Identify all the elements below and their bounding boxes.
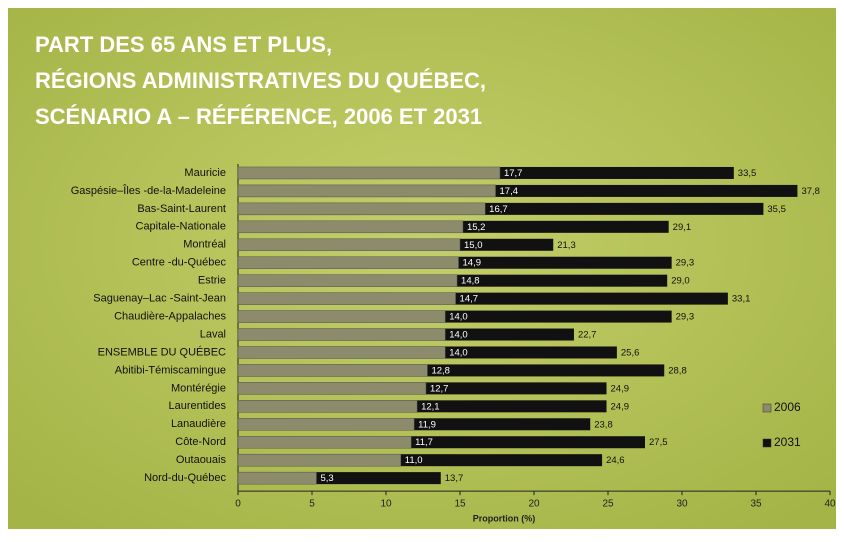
- value-label: 15,2: [467, 222, 486, 233]
- x-tick-label: 35: [750, 499, 762, 510]
- value-label: 17,7: [504, 168, 522, 179]
- y-tick-label: Saguenay–Lac -Saint-Jean: [93, 293, 226, 305]
- legend-label: 2006: [774, 400, 801, 414]
- y-tick-label: Laval: [200, 328, 226, 340]
- y-tick-label: Estrie: [198, 275, 226, 287]
- bar: [237, 435, 412, 449]
- value-label: 25,6: [621, 347, 640, 358]
- x-axis-label: Proportion (%): [473, 513, 536, 523]
- bar: [237, 418, 415, 431]
- value-label: 14,0: [449, 330, 468, 341]
- y-tick-label: Outaouais: [176, 454, 227, 466]
- value-label: 33,1: [732, 294, 751, 305]
- value-label: 14,0: [449, 347, 468, 358]
- value-label: 21,3: [557, 240, 576, 251]
- value-label: 33,5: [738, 168, 757, 179]
- bar: [237, 364, 428, 377]
- x-tick-label: 0: [235, 499, 241, 510]
- bar: [237, 184, 496, 198]
- bar: [237, 328, 446, 341]
- y-tick-label: Nord-du-Québec: [144, 472, 226, 484]
- bar: [237, 292, 456, 305]
- bar: [237, 220, 464, 234]
- x-tick-label: 15: [454, 499, 466, 510]
- x-tick-label: 20: [528, 499, 540, 510]
- value-label: 14,9: [463, 258, 482, 269]
- value-label: 22,7: [578, 330, 597, 341]
- y-tick-label: Centre -du-Québec: [132, 257, 227, 269]
- y-tick-label: Montréal: [183, 239, 226, 251]
- y-tick-label: Abitibi-Témiscamingue: [115, 364, 226, 376]
- bar: [237, 400, 418, 413]
- value-label: 24,9: [611, 383, 630, 394]
- value-label: 35,5: [767, 204, 786, 215]
- y-tick-label: ENSEMBLE DU QUÉBEC: [98, 345, 226, 358]
- y-tick-label: Chaudière-Appalaches: [114, 310, 226, 322]
- bar: [237, 471, 317, 485]
- y-tick-label: Bas-Saint-Laurent: [137, 203, 226, 215]
- value-label: 28,8: [668, 365, 687, 376]
- x-tick-label: 30: [676, 499, 688, 510]
- x-tick-label: 5: [309, 499, 315, 510]
- value-label: 12,7: [430, 383, 449, 394]
- y-tick-label: Montérégie: [171, 382, 226, 394]
- value-label: 11,9: [418, 419, 436, 430]
- value-label: 15,0: [464, 240, 483, 251]
- value-label: 12,8: [431, 365, 450, 376]
- value-label: 14,0: [449, 312, 468, 323]
- y-tick-label: Laurentides: [169, 400, 227, 412]
- chart-title: RÉGIONS ADMINISTRATIVES DU QUÉBEC,: [35, 68, 486, 93]
- y-tick-label: Côte-Nord: [175, 436, 226, 448]
- legend-label: 2031: [774, 435, 801, 449]
- bar: [237, 274, 458, 287]
- bar: [237, 346, 446, 359]
- bar: [237, 238, 461, 252]
- x-tick-label: 40: [824, 499, 836, 510]
- value-label: 24,9: [611, 401, 630, 412]
- chart-title: PART DES 65 ANS ET PLUS,: [35, 32, 332, 57]
- value-label: 11,0: [405, 455, 423, 466]
- value-label: 29,3: [676, 258, 695, 269]
- value-label: 17,4: [500, 186, 519, 197]
- value-label: 27,5: [649, 437, 668, 448]
- bar: [237, 202, 486, 216]
- value-label: 24,6: [606, 455, 625, 466]
- chart-title: SCÉNARIO A – RÉFÉRENCE, 2006 ET 2031: [35, 104, 482, 129]
- value-label: 12,1: [421, 401, 440, 412]
- value-label: 29,3: [676, 312, 695, 323]
- value-label: 29,0: [671, 276, 690, 287]
- y-tick-label: Mauricie: [184, 167, 226, 179]
- bar: [237, 310, 446, 323]
- value-label: 5,3: [320, 473, 333, 484]
- y-tick-label: Gaspésie–Îles -de-la-Madeleine: [71, 184, 226, 197]
- y-tick-label: Capitale-Nationale: [136, 221, 227, 233]
- bar: [237, 166, 501, 180]
- value-label: 37,8: [801, 186, 820, 197]
- legend-swatch: [762, 403, 772, 413]
- value-label: 23,8: [594, 419, 613, 430]
- value-label: 14,7: [460, 294, 479, 305]
- bar: [237, 256, 459, 269]
- legend-swatch: [762, 438, 772, 448]
- value-label: 14,8: [461, 276, 480, 287]
- y-tick-label: Lanaudière: [171, 418, 226, 430]
- value-label: 13,7: [445, 473, 464, 484]
- value-label: 11,7: [415, 437, 433, 448]
- bar: [237, 453, 402, 467]
- x-tick-label: 10: [380, 499, 392, 510]
- x-tick-label: 25: [602, 499, 614, 510]
- bar: [237, 382, 427, 395]
- value-label: 16,7: [489, 204, 508, 215]
- value-label: 29,1: [673, 222, 692, 233]
